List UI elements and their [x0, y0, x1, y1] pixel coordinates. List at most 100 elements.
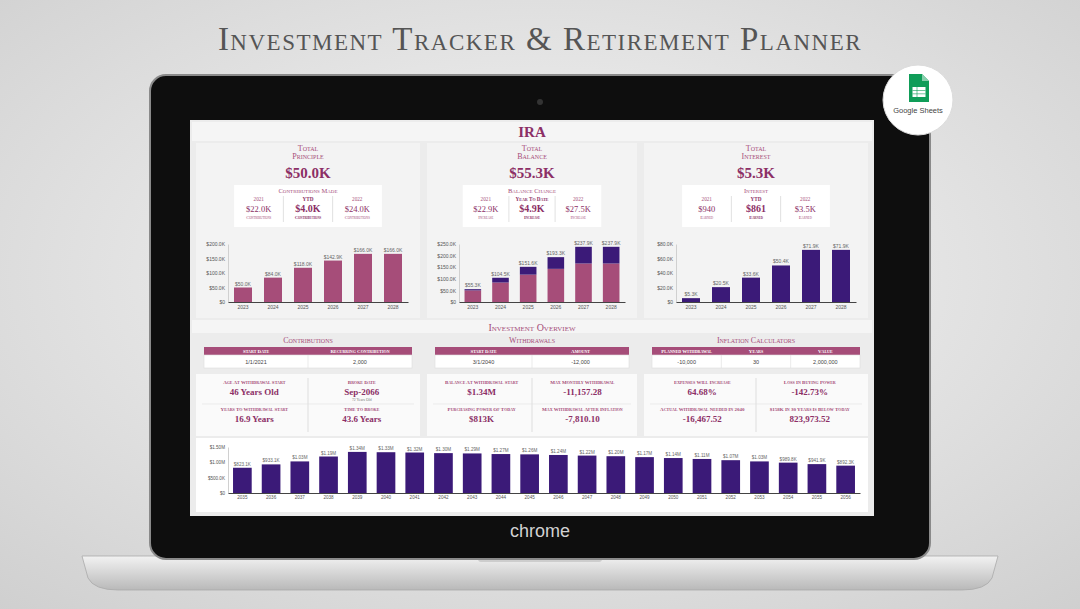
chart: $0$50.0K$100.0K$150.0K$200.0K$250.0K2023…: [437, 240, 625, 310]
overview-stat-note: 72 Years Old: [352, 398, 372, 402]
data-label: $1.26M: [522, 448, 537, 453]
x-tick-label: 2049: [639, 495, 650, 500]
table-cell: -12,000: [571, 359, 590, 365]
table-divider: [790, 355, 791, 368]
x-tick-label: 2025: [523, 304, 534, 310]
x-tick-label: 2039: [352, 495, 363, 500]
table-row: [204, 355, 412, 368]
x-tick: 2037: [295, 493, 306, 500]
overview-stat-value: -11,157.28: [563, 387, 602, 397]
stat-box: [234, 185, 382, 227]
x-tick: 2046: [553, 493, 564, 500]
data-label: $1.07M: [723, 454, 738, 459]
table-row: [652, 355, 860, 368]
bar: [354, 254, 372, 302]
y-tick: $20.0K: [657, 285, 676, 291]
panel-value: $55.3K: [509, 165, 555, 181]
badge-icon: [909, 74, 929, 102]
bar: [405, 453, 424, 493]
y-tick-label: $80.0K: [657, 241, 674, 247]
stat-divider: [332, 196, 333, 222]
x-axis: 202320242025202620272028: [229, 302, 409, 310]
bar: [548, 269, 565, 302]
overview-stat-label: Max Monthly Withdrawal: [550, 380, 615, 385]
y-tick-label: $0: [220, 491, 226, 496]
total-label: $104.5K: [491, 271, 510, 277]
stat-caption: Increase: [571, 215, 586, 220]
x-tick-label: 2042: [438, 495, 449, 500]
x-tick-label: 2026: [327, 304, 338, 310]
x-tick-label: 2027: [578, 304, 589, 310]
x-tick: 2024: [267, 302, 278, 310]
y-tick-label: $0: [219, 299, 225, 305]
x-tick: 2050: [668, 493, 679, 500]
data-label: $1.22M: [579, 450, 594, 455]
data-label: $1.32M: [407, 447, 422, 452]
x-tick: 2039: [352, 493, 363, 500]
data-labels: $50.0K$84.0K$118.0K$142.9K$166.0K$166.0K: [235, 247, 403, 287]
stat-label: YTD: [751, 196, 762, 202]
x-tick: 2051: [697, 493, 708, 500]
stat-label: Year To Date: [516, 196, 549, 202]
y-tick-label: $500.0K: [208, 476, 226, 481]
overview-stat-label: Expenses Will Increase: [674, 380, 731, 385]
x-tick-label: 2023: [685, 304, 696, 310]
y-tick: $150.0K: [206, 256, 228, 262]
x-tick: 2026: [775, 302, 786, 310]
y-tick-label: $150.0K: [437, 264, 456, 270]
table-header-cell: Recurring Contribution: [330, 349, 389, 354]
overview-stat-value: Sep-2066: [344, 387, 380, 397]
laptop-camera: [537, 99, 543, 105]
x-tick-label: 2025: [297, 304, 308, 310]
x-tick: 2053: [754, 493, 765, 500]
bar: [492, 278, 509, 283]
bar: [549, 455, 568, 493]
y-tick: $80.0K: [657, 241, 676, 247]
table-cell: 2,000,000: [813, 359, 837, 365]
data-label: $71.9K: [803, 243, 820, 249]
bar: [832, 250, 850, 302]
x-tick-label: 2046: [553, 495, 564, 500]
y-tick-label: $0: [450, 299, 456, 305]
stat-box: [463, 185, 602, 227]
x-tick: 2024: [715, 302, 726, 310]
total-label: $237.9K: [602, 240, 621, 246]
x-tick: 2038: [323, 493, 334, 500]
x-tick: 2035: [237, 493, 248, 500]
data-label: $1.14M: [666, 452, 681, 457]
bar: [377, 452, 396, 493]
y-tick-label: $100.0K: [206, 270, 225, 276]
overview-stat-value: 16.9 Years: [235, 414, 275, 424]
x-tick: 2027: [805, 302, 816, 310]
stat-value: $27.5K: [566, 204, 592, 214]
panel-title-line: Interest: [742, 152, 771, 161]
badge: [883, 65, 953, 135]
stat-label: YTD: [303, 196, 314, 202]
panel: [427, 143, 637, 318]
x-tick-label: 2037: [295, 495, 306, 500]
chart: $0$500.0K$1.00M$1.50M2035203620372038203…: [208, 445, 861, 500]
overview-stat-value: -142.73%: [791, 387, 828, 397]
x-tick-label: 2025: [745, 304, 756, 310]
overview-header: [192, 320, 872, 333]
badge-label: Google Sheets: [893, 106, 943, 115]
table-header-cell: Planned Withdrawal: [661, 349, 712, 354]
overview-stat-value: 46 Years Old: [230, 387, 279, 397]
overview-stat-label: Broke Date: [348, 380, 376, 385]
stat-label: 2022: [800, 196, 811, 202]
laptop-bezel: [150, 75, 930, 559]
y-tick: $150.0K: [437, 264, 459, 270]
background: [0, 0, 1080, 609]
bar: [434, 453, 453, 493]
browser-label: chrome: [510, 521, 570, 541]
stats-panel: [644, 374, 868, 436]
bar: [693, 459, 712, 493]
stat-divider: [731, 196, 732, 222]
x-tick: 2054: [783, 493, 794, 500]
bar: [548, 257, 565, 269]
stat-caption: Increase: [478, 215, 493, 220]
x-tick-label: 2051: [697, 495, 708, 500]
y-tick: $50.0K: [209, 285, 228, 291]
x-tick-label: 2043: [467, 495, 478, 500]
bar: [233, 468, 252, 493]
